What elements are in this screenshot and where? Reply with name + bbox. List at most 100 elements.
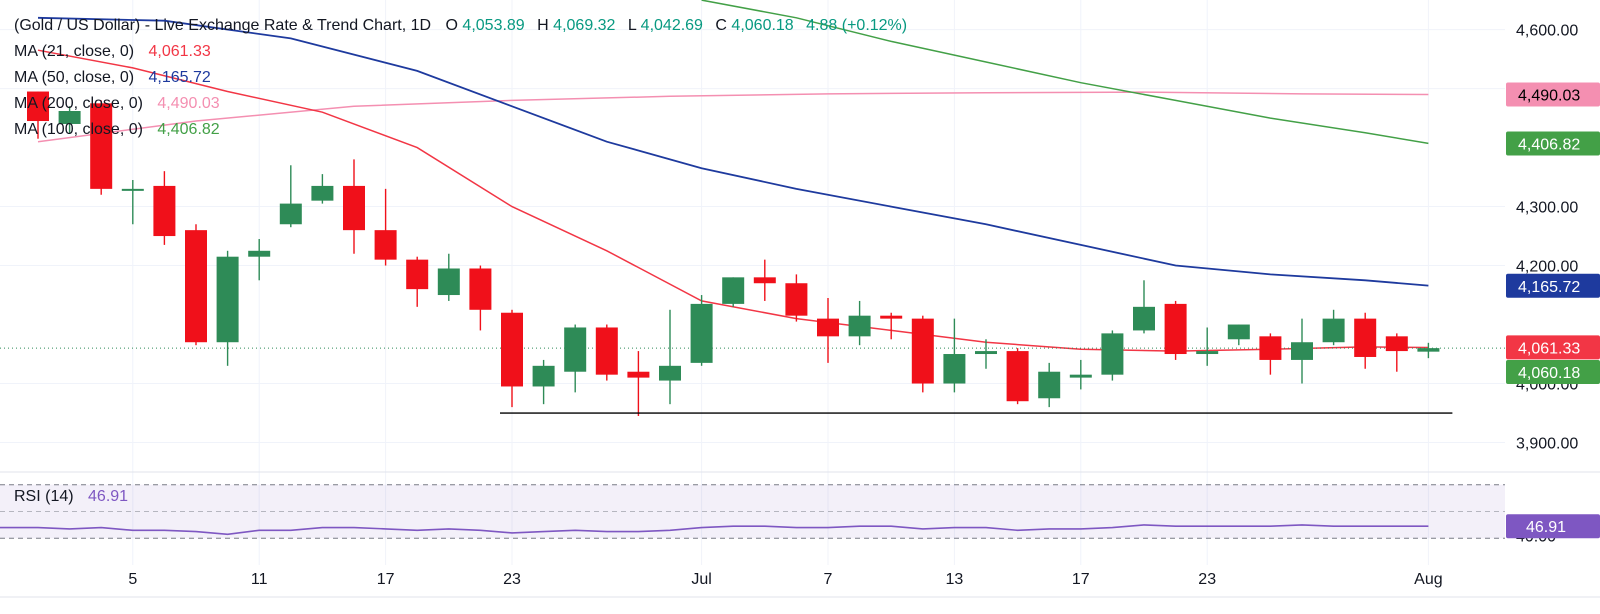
candle	[153, 171, 176, 245]
candle	[1006, 348, 1029, 405]
candle-body	[595, 327, 618, 375]
candle	[753, 259, 776, 301]
candle	[1385, 333, 1408, 372]
svg-text:RSI (14) 46.91: RSI (14) 46.91	[14, 488, 128, 505]
svg-text:MA (50, close, 0) 4,16: MA (50, close, 0) 4,165.72	[14, 69, 211, 86]
candle	[1069, 359, 1092, 390]
x-tick-label: 17	[1072, 571, 1090, 588]
y-tick-label: 4,300.00	[1516, 200, 1578, 217]
rsi-line	[0, 524, 1429, 536]
candle	[1164, 300, 1187, 360]
candle-body	[27, 91, 49, 122]
svg-text:MA (21, close, 0) 4,06: MA (21, close, 0) 4,061.33	[14, 43, 211, 60]
x-tick-label: Jul	[691, 571, 711, 588]
high-value: 4,069.32	[553, 17, 615, 34]
rsi-legend-value: 46.91	[88, 488, 128, 505]
rsi-badge-text: 46.91	[1526, 519, 1566, 536]
rsi-badge-bg	[1506, 514, 1600, 539]
candle	[1038, 362, 1061, 408]
candle	[595, 324, 618, 381]
rsi-badge: 46.91	[1506, 514, 1600, 539]
candle-body	[437, 268, 460, 296]
candle-body	[1354, 318, 1377, 357]
candle-body	[1385, 336, 1408, 352]
y-tick-label: 4,600.00	[1516, 23, 1578, 40]
price-labels: 4,490.03 4,406.82 4,165.72 4,061.33 4,060.18…	[1506, 82, 1600, 539]
ma21-line	[37, 49, 1429, 352]
candle-body	[722, 277, 745, 304]
y-tick-label: 3,900.00	[1516, 436, 1578, 453]
candle-body	[880, 315, 903, 319]
price-badge-bg	[1506, 131, 1600, 156]
price-badge-bg	[1506, 273, 1600, 298]
candle-body	[279, 203, 302, 225]
candle	[469, 265, 492, 331]
candle	[185, 224, 207, 346]
x-tick-label: 5	[128, 571, 137, 588]
legend-ma200-value: 4,490.03	[157, 95, 219, 112]
candle	[722, 277, 745, 307]
candle-body	[216, 256, 239, 343]
legend-ma200-name: MA (200, close, 0)	[14, 95, 143, 112]
candle-body	[90, 103, 113, 189]
candle-body	[501, 312, 523, 387]
candle	[58, 106, 81, 133]
candle-body	[153, 185, 176, 237]
legend-ma21-value: 4,061.33	[149, 43, 211, 60]
candle-body	[1164, 303, 1187, 355]
x-tick-label: Aug	[1414, 571, 1442, 588]
price-badge-text: 4,061.33	[1518, 340, 1580, 357]
candle	[532, 359, 555, 405]
price-badge: 4,406.82	[1506, 131, 1600, 156]
candle-body	[753, 277, 776, 284]
candle-body	[1291, 342, 1313, 360]
candle	[880, 312, 903, 340]
symbol-title: (Gold / US Dollar) - Live Exchange Rate …	[14, 17, 431, 34]
candle	[279, 165, 302, 228]
candle-body	[311, 185, 334, 201]
rsi-pane	[0, 484, 1505, 539]
candle	[90, 100, 113, 195]
svg-text:MA (200, close, 0) 4,4: MA (200, close, 0) 4,490.03	[14, 95, 220, 112]
x-tick-label: 17	[377, 571, 395, 588]
candle-body	[248, 250, 271, 257]
candle	[1291, 318, 1313, 384]
candle-body	[532, 365, 555, 387]
legend-ma50-name: MA (50, close, 0)	[14, 69, 134, 86]
candle-body	[564, 327, 587, 372]
header: (Gold / US Dollar) - Live Exchange Rate …	[14, 17, 907, 505]
close-label: C	[715, 17, 727, 34]
candle	[659, 309, 681, 405]
x-tick-label: 11	[251, 571, 268, 588]
candle	[690, 295, 713, 366]
moving-averages	[0, 0, 1505, 352]
candle-body	[1069, 374, 1092, 378]
candle	[1227, 324, 1250, 346]
price-badge-bg	[1506, 360, 1600, 385]
candle	[627, 351, 650, 416]
candle-body	[975, 351, 997, 355]
candle-body	[1133, 306, 1155, 331]
high-label: H	[537, 17, 549, 34]
candle-body	[406, 259, 429, 290]
candle-body	[690, 303, 713, 363]
candle-body	[1259, 336, 1282, 360]
price-badge: 4,165.72	[1506, 273, 1600, 298]
candle-body	[627, 371, 650, 378]
price-badge: 4,490.03	[1506, 82, 1600, 107]
candle-body	[58, 110, 81, 124]
ma200-line	[37, 91, 1429, 143]
ma100-line	[701, 0, 1429, 145]
candle-body	[848, 315, 871, 337]
candle-body	[1227, 324, 1250, 340]
candle	[564, 324, 587, 393]
candle	[343, 159, 365, 254]
price-badge: 4,060.18	[1506, 360, 1600, 385]
candle	[975, 339, 997, 369]
candle-body	[1101, 333, 1124, 375]
candle	[911, 315, 934, 393]
ma50-line	[37, 16, 1429, 287]
candle	[248, 239, 271, 281]
candle	[1196, 327, 1219, 366]
